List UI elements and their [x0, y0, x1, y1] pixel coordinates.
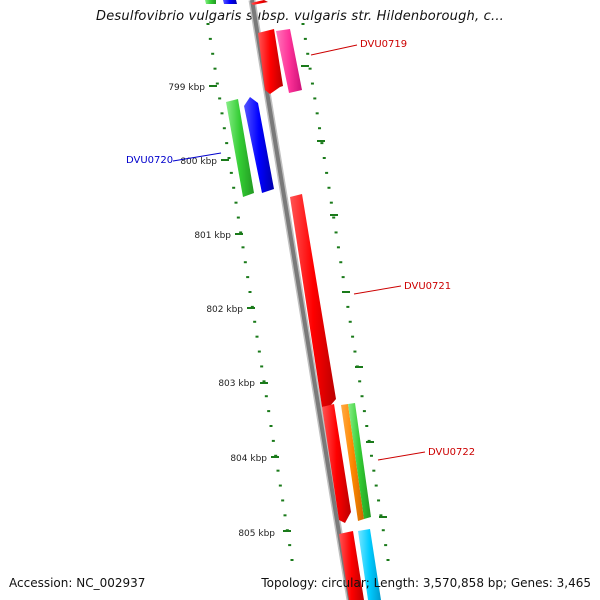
major-ticks: [209, 65, 387, 532]
gene-cyan-bottom[interactable]: [358, 529, 381, 600]
leader-dvu0719: [310, 44, 358, 56]
gene-dvu0719[interactable]: [276, 29, 302, 93]
kbp-label-801: 801 kbp: [194, 231, 231, 241]
leader-dvu0721: [353, 285, 402, 295]
gene-orange-dvu0722[interactable]: [341, 404, 364, 521]
leader-dvu0722: [377, 451, 426, 461]
gene-label-dvu0719[interactable]: DVU0719: [360, 39, 407, 50]
gene-green-dvu0720[interactable]: [226, 99, 254, 197]
gene-blue-dvu0720[interactable]: [244, 97, 274, 193]
gene-label-dvu0720[interactable]: DVU0720: [126, 155, 173, 166]
chromosome-backbone-core: [250, 0, 352, 600]
leader-dvu0720: [172, 152, 222, 162]
kbp-label-800: 800 kbp: [180, 157, 217, 167]
accession-text: Accession: NC_002937: [9, 576, 146, 590]
gene-red-dvu0722[interactable]: [322, 404, 351, 523]
kbp-label-805: 805 kbp: [238, 529, 275, 539]
gene-red-top[interactable]: [251, 0, 268, 5]
gene-label-dvu0722[interactable]: DVU0722: [428, 447, 475, 458]
gene-red-top-arrow[interactable]: [258, 29, 283, 94]
gene-green-dvu0722[interactable]: [348, 403, 371, 519]
gene-label-dvu0721[interactable]: DVU0721: [404, 281, 451, 292]
scale-track-right: [301, 23, 390, 561]
kbp-label-802: 802 kbp: [206, 305, 243, 315]
kbp-label-799: 799 kbp: [168, 83, 205, 93]
kbp-label-804: 804 kbp: [230, 454, 267, 464]
gene-partial-blue-top[interactable]: [223, 0, 237, 4]
map-title: Desulfovibrio vulgaris subsp. vulgaris s…: [96, 9, 504, 24]
topology-summary: Topology: circular; Length: 3,570,858 bp…: [261, 576, 591, 590]
gene-partial-green-top[interactable]: [205, 0, 216, 4]
gene-red-bottom[interactable]: [339, 531, 364, 600]
kbp-label-803: 803 kbp: [218, 379, 255, 389]
gene-dvu0721[interactable]: [290, 194, 336, 407]
